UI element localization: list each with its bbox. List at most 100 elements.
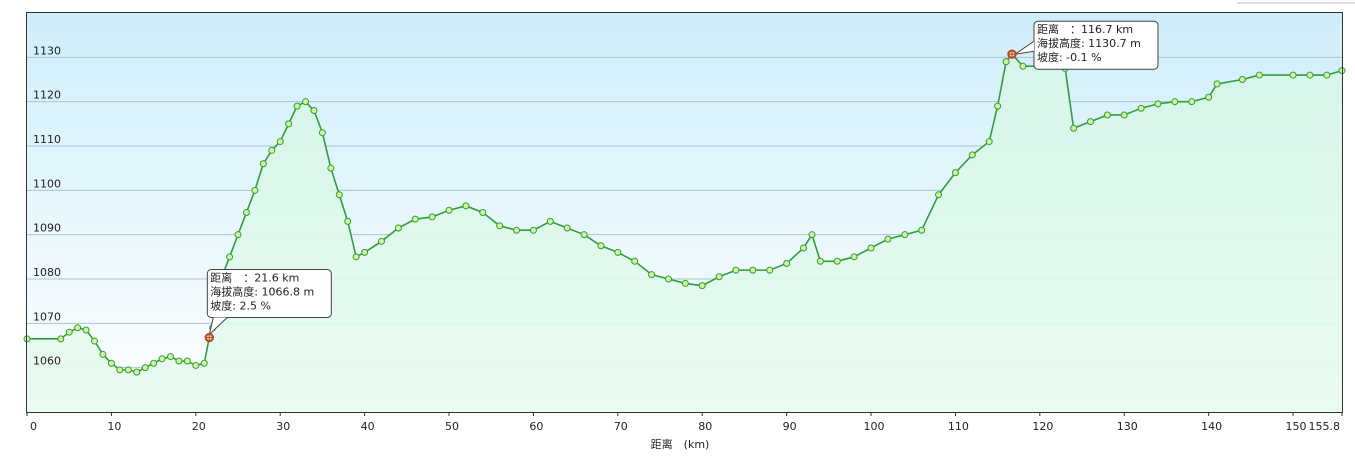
point [800,244,808,252]
point [107,359,115,367]
y-tick-label: 1120 [33,89,61,102]
point [158,355,166,363]
point [901,231,909,239]
tooltip-box [206,269,332,319]
point [99,350,107,358]
point [361,248,369,256]
point [1306,71,1314,79]
point [994,102,1002,110]
point [116,366,124,374]
x-tick-label: 100 [864,420,885,433]
point [884,235,892,243]
point [1120,111,1128,119]
x-tick-label: 60 [529,420,543,433]
point [985,138,993,146]
tooltip-text: 距离 ：21.6 km [210,271,299,285]
x-tick-label: 10 [107,420,121,433]
point [428,213,436,221]
point [833,257,841,265]
point [816,257,824,265]
point [394,224,402,232]
y-tick-label: 1090 [33,222,61,235]
x-axis-label: 距离 (km) [651,437,710,451]
highlight-cross [205,333,214,342]
point [563,224,571,232]
point [242,209,250,216]
point [302,98,310,106]
point [698,282,706,290]
point [462,202,470,210]
point [1137,104,1145,112]
point [175,357,183,365]
point [850,253,858,261]
point [664,275,672,283]
point [65,328,73,336]
point [344,217,352,225]
point [251,186,259,194]
point [1213,80,1221,88]
point [276,138,284,146]
x-tick-label: 155.8 [1309,420,1341,433]
point [951,169,959,177]
tooltip-text: 坡度: -0.1 % [1037,50,1102,64]
point [1323,71,1331,79]
tooltip-text: 海拔高度: 1066.8 m [210,285,314,299]
x-tick-label: 140 [1201,420,1222,433]
point [968,151,976,159]
point [285,120,293,128]
tooltip-text: 距离 ：116.7 km [1037,22,1133,36]
point [234,231,242,239]
point [749,266,757,274]
point [150,359,158,367]
y-tick-label: 1130 [33,44,61,57]
point [546,217,554,225]
point [867,244,875,252]
point [1188,98,1196,106]
point [766,266,774,274]
point [496,222,504,230]
point [715,273,723,281]
point [783,259,791,267]
x-tick-label: 20 [192,420,206,433]
point [648,271,656,279]
point [352,253,360,261]
point [310,107,318,115]
point [57,335,65,343]
x-tick-label: 90 [783,420,797,433]
point [529,226,537,234]
point [335,191,343,199]
point [1154,100,1162,108]
point [1019,62,1027,70]
point [597,242,605,250]
point [133,368,141,376]
point [293,102,301,110]
point [1205,93,1213,101]
point [1238,76,1246,83]
x-tick-label: 70 [614,420,628,433]
point [918,226,926,234]
point [935,191,943,199]
point [445,206,453,214]
x-tick-label: 40 [361,420,375,433]
x-tick-label: 120 [1032,420,1053,433]
y-tick-label: 1070 [33,310,61,323]
point [226,253,234,261]
point [166,353,174,361]
point [74,324,82,332]
point [808,231,816,239]
x-tick-label: 80 [698,420,712,433]
point [479,209,487,216]
point [192,361,200,369]
point [614,248,622,256]
x-tick-label: 150 [1286,420,1307,433]
point [411,215,419,223]
point [1002,58,1010,66]
point [377,237,385,245]
point [318,129,326,137]
y-tick-label: 1080 [33,266,61,279]
area [27,54,1342,412]
